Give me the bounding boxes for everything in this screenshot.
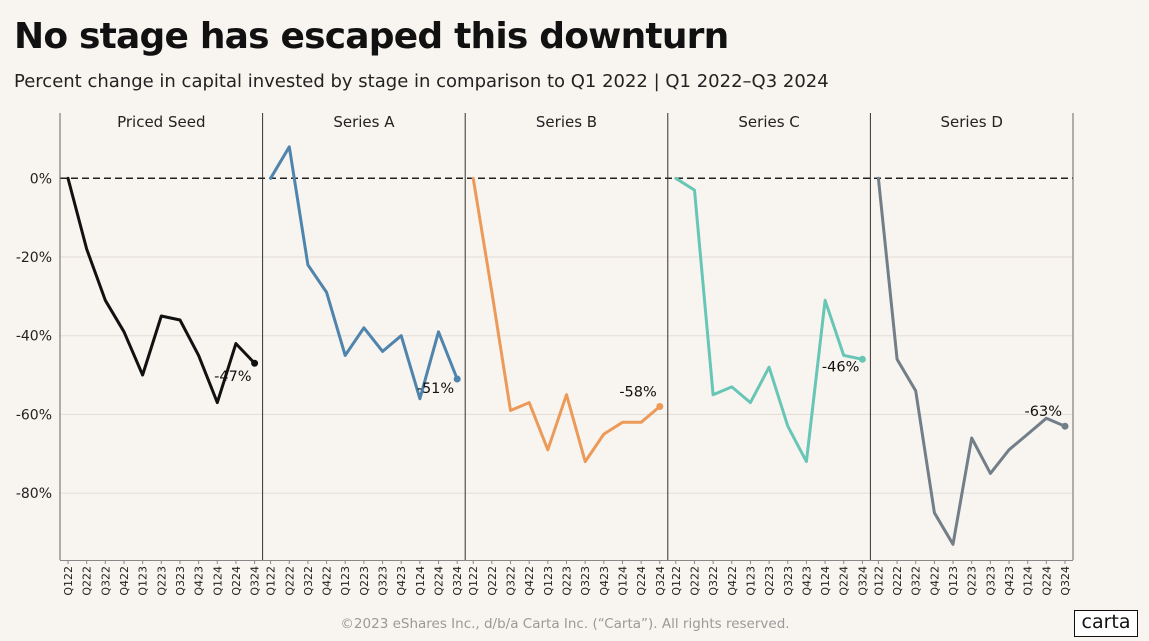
- panel-header: Series B: [536, 113, 597, 131]
- y-tick-label: -80%: [16, 486, 52, 502]
- x-tick-label: Q223: [763, 566, 776, 596]
- series-line: [269, 145, 459, 401]
- x-tick-label: Q322: [707, 566, 720, 596]
- x-tick-label: Q322: [99, 566, 112, 596]
- x-tick-label: Q323: [174, 566, 187, 596]
- series-end-point: [1061, 422, 1069, 430]
- x-tick-label: Q124: [211, 566, 224, 596]
- x-tick-label: Q223: [966, 566, 979, 596]
- series-end-point: [656, 403, 664, 411]
- x-tick-label: Q123: [339, 566, 352, 596]
- x-tick-label: Q222: [283, 566, 296, 596]
- x-tick-label: Q223: [358, 566, 371, 596]
- x-tick-label: Q222: [81, 566, 94, 596]
- x-tick-label: Q224: [230, 566, 243, 596]
- x-tick-label: Q224: [838, 566, 851, 596]
- x-tick-label: Q422: [118, 566, 131, 596]
- series-end-point: [858, 355, 866, 363]
- x-tick-label: Q124: [617, 566, 630, 596]
- x-tick-label: Q323: [984, 566, 997, 596]
- x-tick-label: Q123: [947, 566, 960, 596]
- series-line: [876, 176, 1067, 546]
- x-tick-label: Q122: [467, 566, 480, 596]
- carta-logo: carta: [1074, 610, 1138, 637]
- x-tick-label: Q322: [505, 566, 518, 596]
- x-tick-label: Q423: [193, 566, 206, 596]
- x-tick-label: Q124: [1022, 566, 1035, 596]
- copyright-footer: ©2023 eShares Inc., d/b/a Carta Inc. (“C…: [340, 616, 790, 632]
- series-line: [66, 176, 257, 405]
- x-tick-label: Q423: [395, 566, 408, 596]
- x-tick-label: Q324: [856, 566, 869, 596]
- y-tick-label: -60%: [16, 407, 52, 423]
- x-tick-label: Q122: [872, 566, 885, 596]
- x-tick-label: Q422: [321, 566, 334, 596]
- x-tick-label: Q422: [928, 566, 941, 596]
- chart-title: No stage has escaped this downturn: [14, 16, 729, 57]
- x-tick-label: Q122: [62, 566, 75, 596]
- x-tick-label: Q323: [782, 566, 795, 596]
- series-line: [674, 176, 864, 464]
- x-tick-label: Q224: [433, 566, 446, 596]
- series-end-label: -47%: [214, 369, 251, 385]
- x-tick-label: Q322: [302, 566, 315, 596]
- series-end-label: -58%: [619, 385, 656, 401]
- x-tick-label: Q422: [726, 566, 739, 596]
- x-tick-label: Q122: [265, 566, 278, 596]
- series-end-point: [251, 359, 259, 367]
- x-tick-label: Q224: [635, 566, 648, 596]
- x-tick-label: Q323: [579, 566, 592, 596]
- x-tick-label: Q423: [800, 566, 813, 596]
- series-end-label: -51%: [417, 381, 454, 397]
- x-tick-label: Q123: [542, 566, 555, 596]
- x-tick-label: Q322: [910, 566, 923, 596]
- series-end-label: -63%: [1025, 404, 1062, 420]
- x-tick-label: Q224: [1040, 566, 1053, 596]
- panel-header: Series A: [333, 113, 395, 131]
- x-tick-label: Q222: [486, 566, 499, 596]
- x-tick-label: Q222: [689, 566, 702, 596]
- x-tick-label: Q423: [1003, 566, 1016, 596]
- x-tick-label: Q122: [670, 566, 683, 596]
- x-tick-label: Q324: [654, 566, 667, 596]
- x-tick-label: Q324: [249, 566, 262, 596]
- x-tick-label: Q123: [137, 566, 150, 596]
- x-tick-label: Q222: [891, 566, 904, 596]
- chart-subtitle: Percent change in capital invested by st…: [14, 71, 829, 92]
- x-tick-label: Q324: [1059, 566, 1072, 596]
- y-tick-label: -40%: [16, 329, 52, 345]
- x-tick-label: Q223: [561, 566, 574, 596]
- x-tick-label: Q423: [598, 566, 611, 596]
- panel-header: Series C: [738, 113, 799, 131]
- x-tick-label: Q422: [523, 566, 536, 596]
- x-tick-label: Q324: [451, 566, 464, 596]
- panel-header: Priced Seed: [117, 113, 205, 131]
- x-tick-label: Q124: [414, 566, 427, 596]
- x-tick-label: Q123: [744, 566, 757, 596]
- x-tick-label: Q323: [377, 566, 390, 596]
- x-tick-label: Q223: [155, 566, 168, 596]
- x-tick-label: Q124: [819, 566, 832, 596]
- series-end-point: [453, 375, 461, 383]
- panel-header: Series D: [940, 113, 1002, 131]
- y-tick-label: -20%: [16, 250, 52, 266]
- series-end-label: -46%: [822, 359, 859, 375]
- series-line: [471, 176, 662, 464]
- y-tick-label: 0%: [30, 171, 52, 187]
